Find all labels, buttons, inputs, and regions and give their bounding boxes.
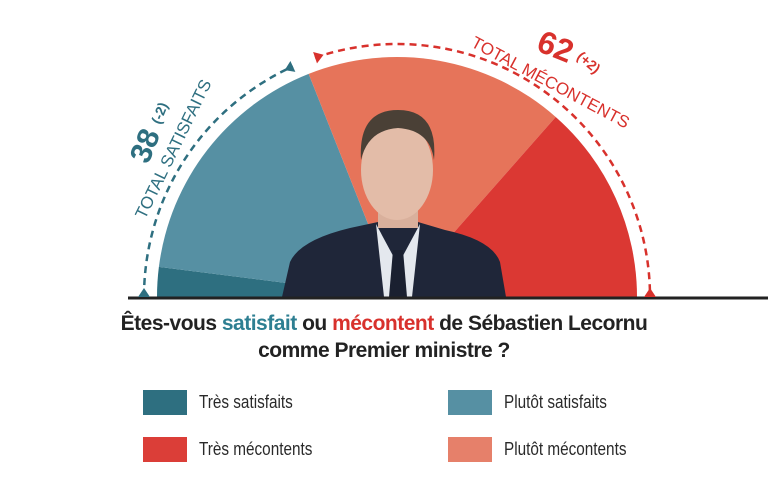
half-pie-chart: 38 (-2) TOTAL SATISFAITS 62 (+2) TOTAL M… [124, 23, 768, 300]
shirt [376, 224, 420, 297]
legend-item-tres-mecontents: Très mécontents [143, 437, 332, 462]
arrowhead-icon [138, 288, 150, 297]
legend-item-plutot-satisfaits: Plutôt satisfaits [448, 390, 625, 415]
q-part: Êtes-vous [120, 312, 222, 335]
legend-swatch [448, 437, 492, 462]
arrowhead-icon [644, 288, 656, 297]
portrait-photo [282, 110, 506, 297]
legend-label: Très mécontents [199, 439, 313, 459]
total-unhappy-value: 62 [532, 23, 578, 70]
total-satisfied-change: (-2) [148, 100, 171, 126]
unhappy-arrow-arc [314, 42, 652, 298]
legend-item-tres-satisfaits: Très satisfaits [143, 390, 309, 415]
satisfied-arrow-arc [142, 65, 294, 298]
legend-swatch [143, 390, 187, 415]
legend-item-plutot-mecontents: Plutôt mécontents [448, 437, 648, 462]
arrowhead-icon [313, 51, 324, 64]
face [361, 120, 433, 220]
tie [389, 250, 407, 297]
legend-label: Très satisfaits [199, 392, 293, 412]
legend-label: Plutôt mécontents [504, 439, 627, 459]
legend-label: Plutôt satisfaits [504, 392, 607, 412]
q-part: de Sébastien Lecornu [433, 312, 648, 335]
legend-swatch [143, 437, 187, 462]
legend-swatch [448, 390, 492, 415]
arrowhead-icon [284, 60, 296, 72]
q-satisfied: satisfait [221, 312, 297, 335]
question-line-1: Êtes-vous satisfait ou mécontent de Séba… [0, 311, 768, 336]
total-unhappy-change: (+2) [574, 48, 604, 77]
q-unhappy: mécontent [332, 312, 434, 335]
hair [360, 110, 435, 160]
question-line-2: comme Premier ministre ? [258, 339, 510, 362]
q-part: ou [296, 312, 333, 335]
